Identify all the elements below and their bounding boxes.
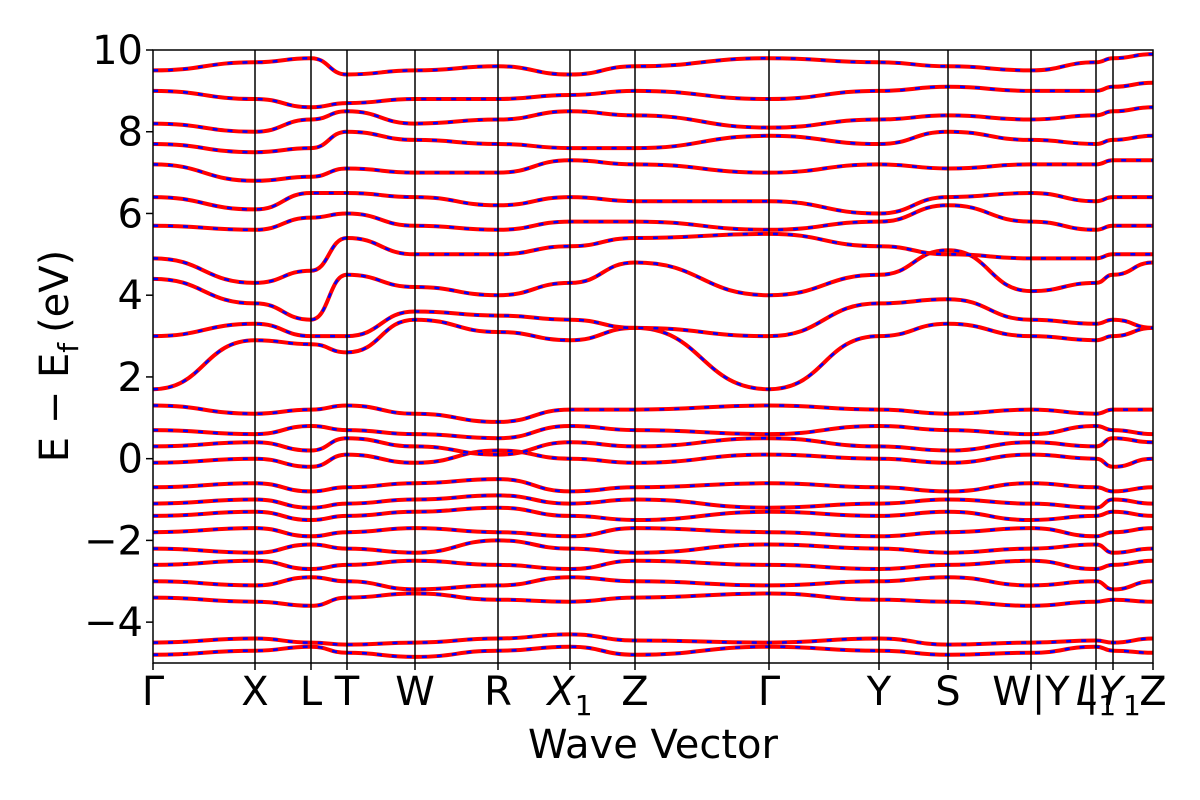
band-line-solid [153,575,1153,592]
band-line-solid [153,248,1153,322]
x-tick-label: Z [1139,669,1166,715]
y-tick-label: −4 [84,600,143,646]
x-tick-label: W|Y [992,669,1070,715]
band-line-solid [153,129,1153,155]
x-tick-label: L [300,669,323,715]
x-tick-label-main: S [935,669,960,715]
band-line-solid [153,423,1153,441]
band-line-solid [153,538,1153,555]
x-tick-label: X [241,669,268,715]
y-axis-ticks: −4 −2 0 2 4 6 8 10 [84,28,153,646]
x-tick-label-subscript: 1 [1098,689,1116,722]
band-line-solid [153,493,1153,510]
band-line-solid [153,436,1153,457]
band-line-solid [153,505,1153,523]
band-line-dashed [153,449,1153,469]
x-tick-label-main: L [300,669,323,715]
x-tick-label-main: X [241,669,268,715]
x-tick-label: Γ [142,669,165,715]
x-tick-label: Z [621,669,648,715]
y-tick-label: 4 [118,273,143,319]
x-tick-label: Y [866,669,892,715]
band-line-dashed [153,436,1153,456]
band-line-solid [153,591,1153,608]
y-axis-title: E − Ef (eV) [32,250,85,463]
x-tick-label: T [334,669,360,715]
x-tick-label: L1 [1076,669,1116,722]
band-line-dashed [153,539,1153,554]
y-tick-label: 6 [118,191,143,237]
band-line-solid [153,190,1153,216]
x-tick-label-main: Z [621,669,648,715]
band-line-solid [153,231,1153,285]
band-line-dashed [153,424,1153,440]
x-tick-label-subscript: 1 [575,689,593,722]
x-tick-label-main: Γ [758,669,781,715]
x-tick-label-main: R [484,669,512,715]
x-tick-label: S [935,669,960,715]
band-line-solid [153,644,1153,659]
x-tick-label-main: W [395,669,435,715]
band-line-solid [153,80,1153,110]
band-line-dashed [153,318,1153,391]
x-tick-label: |Y1 [1085,669,1141,722]
x-tick-label: W [395,669,435,715]
x-tick-label-main: Y [866,669,892,715]
band-line-dashed [153,81,1153,109]
y-tick-label: 8 [118,110,143,156]
band-line-dashed [153,575,1153,591]
band-line-dashed [153,105,1153,133]
high-symmetry-lines [254,50,1114,663]
x-tick-label-main: Γ [142,669,165,715]
x-tick-label-main: |Y [1085,669,1126,715]
band-line-solid [153,448,1153,469]
y-tick-label: 0 [118,437,143,483]
x-tick-label-main: X [545,669,576,715]
y-tick-label: 2 [118,355,143,401]
band-line-solid [153,632,1153,647]
x-tick-label: X1 [545,669,592,722]
x-tick-label: Γ [758,669,781,715]
x-axis-title: Wave Vector [528,722,779,768]
band-line-dashed [153,191,1153,215]
y-tick-label: −2 [84,518,143,564]
x-tick-label: R [484,669,512,715]
x-tick-label-main: L [1076,669,1098,715]
band-line-dashed [153,477,1153,493]
y-tick-label: 10 [92,28,143,74]
band-line-dashed [153,204,1153,232]
bands-layer [153,52,1153,659]
x-axis-ticks: Γ X L T W R X1 Z Γ Y S W|Y L1|Y1Z [142,663,1167,722]
x-tick-label-main: T [334,669,360,715]
band-line-dashed [153,298,1153,338]
band-line-dashed [153,52,1153,76]
x-tick-label-main: W|Y [992,669,1070,715]
plot-frame [152,49,1154,664]
band-line-solid [153,477,1153,494]
x-tick-label-main: Z [1139,669,1166,715]
band-line-solid [153,403,1153,424]
x-tick-label-subscript: 1 [1123,689,1141,722]
y-axis-title-main: E − E [32,353,78,463]
y-axis-title-subscript: f [52,342,85,353]
y-axis-title-unit: (eV) [32,250,78,333]
band-line-dashed [153,248,1153,321]
